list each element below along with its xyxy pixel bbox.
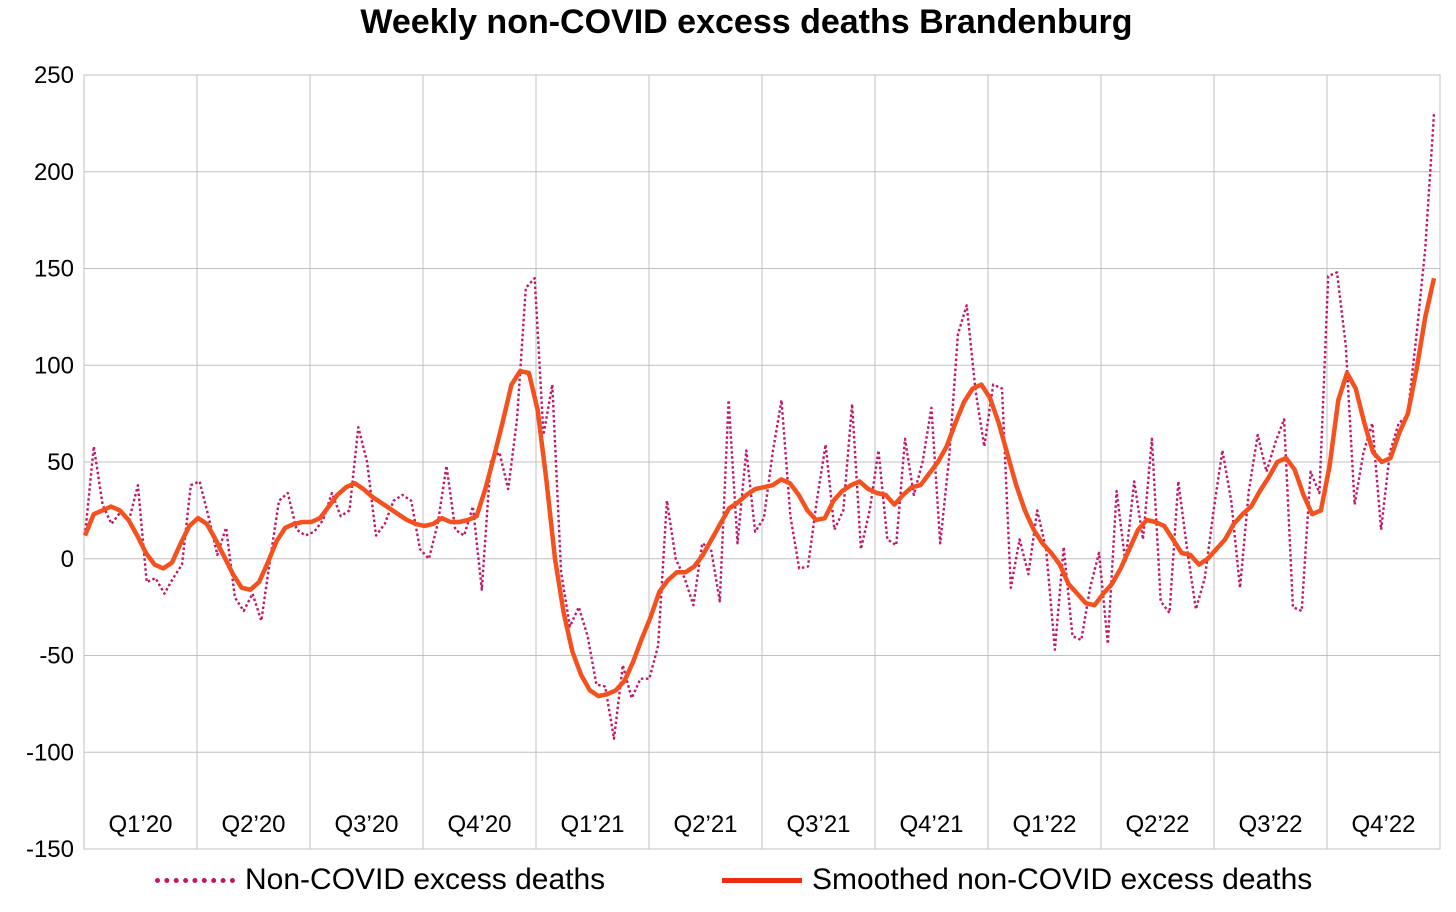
legend-item-raw[interactable]: Non-COVID excess deaths xyxy=(155,860,605,900)
x-tick-label: Q1’22 xyxy=(1012,811,1076,838)
x-tick-label: Q4’20 xyxy=(447,811,511,838)
x-tick-label: Q3’22 xyxy=(1238,811,1302,838)
plot-area-border xyxy=(83,74,1441,850)
x-tick-label: Q2’21 xyxy=(673,811,737,838)
chart-title: Weekly non-COVID excess deaths Brandenbu… xyxy=(360,3,1133,41)
x-tick-label: Q1’21 xyxy=(560,811,624,838)
legend-label-raw: Non-COVID excess deaths xyxy=(245,863,606,896)
y-tick-label: 0 xyxy=(61,546,74,573)
y-tick-label: 50 xyxy=(47,449,74,476)
legend-swatch-smoothed xyxy=(722,877,802,883)
y-tick-label: -50 xyxy=(39,643,74,670)
y-tick-label: -100 xyxy=(26,739,74,766)
legend-item-smoothed[interactable]: Smoothed non-COVID excess deaths xyxy=(722,860,1312,900)
y-tick-label: 200 xyxy=(34,159,74,186)
x-tick-label: Q3’20 xyxy=(334,811,398,838)
y-tick-label: 100 xyxy=(34,352,74,379)
series-layer xyxy=(82,113,1437,740)
y-tick-label: 150 xyxy=(34,256,74,283)
x-tick-label: Q2’22 xyxy=(1125,811,1189,838)
grid-layer xyxy=(83,74,1441,850)
x-tick-label: Q3’21 xyxy=(786,811,850,838)
x-tick-label: Q1’20 xyxy=(108,811,172,838)
legend-label-smoothed: Smoothed non-COVID excess deaths xyxy=(812,863,1313,896)
series-line-smoothed xyxy=(82,277,1437,699)
label-layer: 250 200 150 100 50 0 -50 -100 -150 Q1’20 Q2’20 Q3’2… xyxy=(26,62,1416,860)
x-tick-label: Q2’20 xyxy=(221,811,285,838)
x-tick-label: Q4’21 xyxy=(899,811,963,838)
series-line-raw xyxy=(83,113,1436,740)
line-chart: 250 200 150 100 50 0 -50 -100 -150 Q1’20 Q2’20 Q3’2… xyxy=(26,62,1441,860)
y-tick-label: -150 xyxy=(26,836,74,860)
x-tick-label: Q4’22 xyxy=(1351,811,1415,838)
legend-swatch-raw xyxy=(155,877,235,883)
y-tick-label: 250 xyxy=(34,62,74,89)
